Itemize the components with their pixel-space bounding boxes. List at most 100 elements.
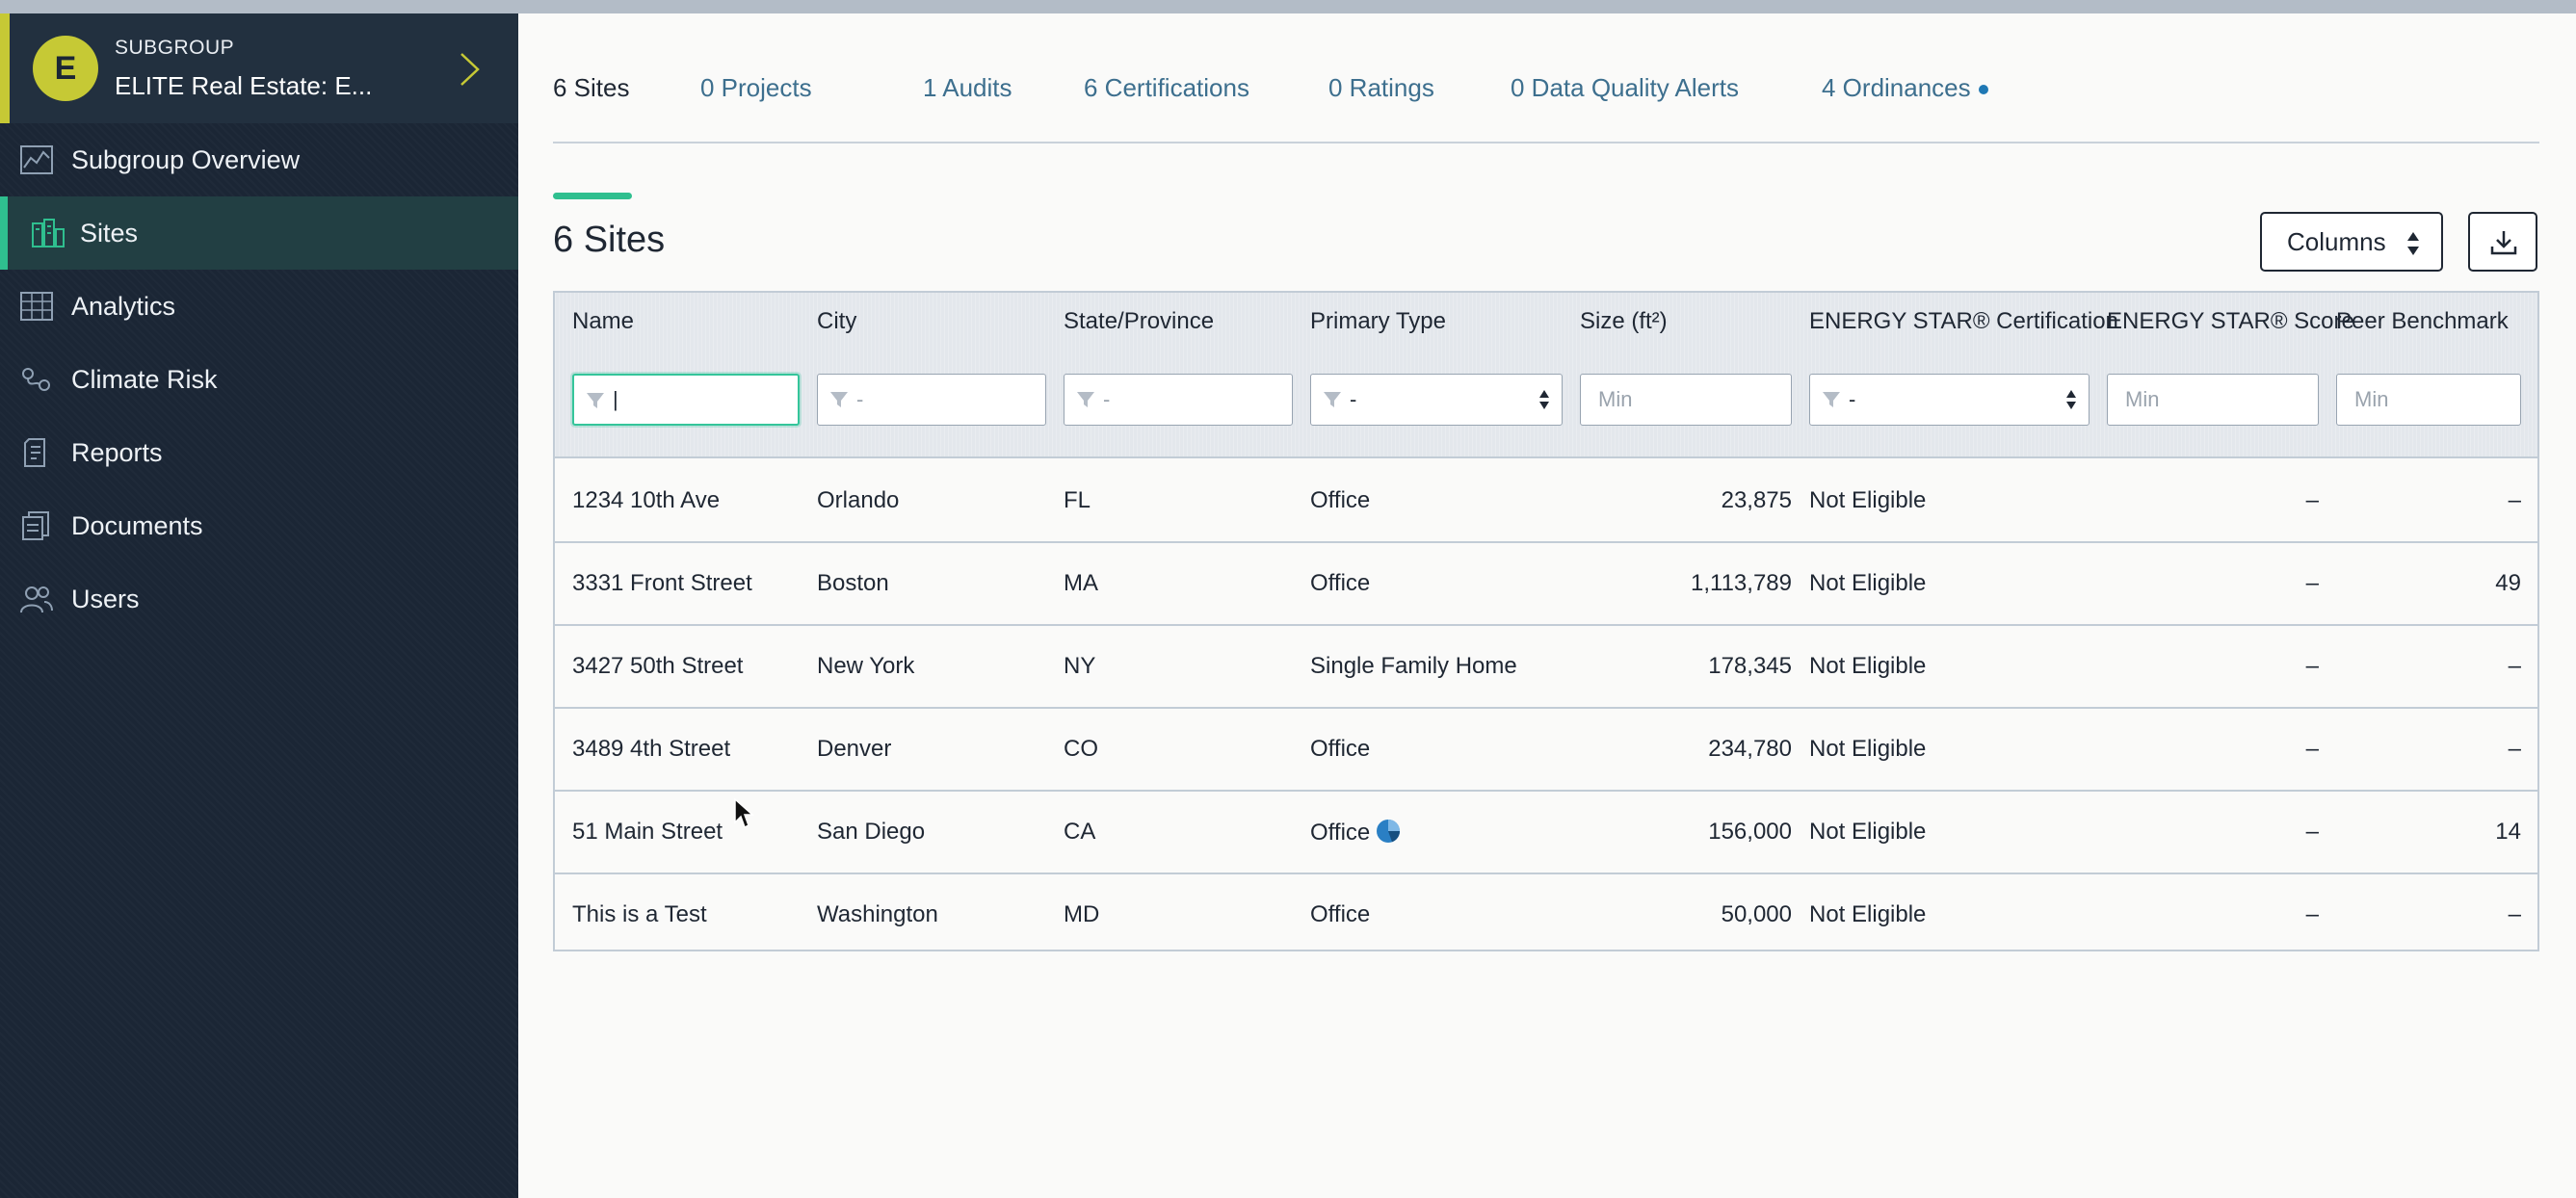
cell-score: – bbox=[2305, 819, 2319, 845]
tab-label: 0 Data Quality Alerts bbox=[1511, 73, 1739, 102]
site-name-link[interactable]: 3489 4th Street bbox=[572, 736, 731, 762]
filter-value: | bbox=[613, 387, 618, 411]
tab-label: 4 Ordinances bbox=[1822, 73, 1971, 102]
cell-score: – bbox=[2305, 570, 2319, 596]
cell-primary-type: Office bbox=[1310, 487, 1371, 513]
subgroup-kicker: SUBGROUP bbox=[115, 37, 235, 59]
cell-benchmark: 14 bbox=[2495, 819, 2521, 845]
columns-button[interactable]: Columns bbox=[2260, 212, 2443, 272]
site-name-link[interactable]: 51 Main Street bbox=[572, 819, 723, 845]
cell-size: 234,780 bbox=[1708, 736, 1792, 762]
sidebar-item-documents[interactable]: Documents bbox=[0, 489, 518, 562]
tab-audits[interactable]: 1 Audits bbox=[923, 73, 1012, 103]
score-min-input[interactable]: Min bbox=[2107, 374, 2319, 426]
cell-size: 156,000 bbox=[1708, 819, 1792, 845]
column-header-size[interactable]: Size (ft²) bbox=[1580, 308, 1668, 334]
table-row[interactable]: 51 Main Street San Diego CA Office 156,0… bbox=[555, 790, 2537, 874]
mixed-use-pie-icon[interactable] bbox=[1376, 819, 1401, 844]
primary-type-filter-select[interactable]: - bbox=[1310, 374, 1563, 426]
sidebar-item-users[interactable]: Users bbox=[0, 562, 518, 636]
sidebar-item-analytics[interactable]: Analytics bbox=[0, 270, 518, 343]
subgroup-header[interactable]: E SUBGROUP ELITE Real Estate: E... bbox=[0, 13, 518, 123]
site-name-link[interactable]: This is a Test bbox=[572, 901, 707, 927]
subgroup-accent-bar bbox=[0, 13, 10, 123]
tab-certifications[interactable]: 6 Certifications bbox=[1084, 73, 1249, 103]
cell-city: New York bbox=[817, 653, 915, 679]
cell-size: 178,345 bbox=[1708, 653, 1792, 679]
site-name-link[interactable]: 1234 10th Ave bbox=[572, 487, 721, 513]
state-filter-input[interactable]: - bbox=[1064, 374, 1293, 426]
cell-state: CA bbox=[1064, 819, 1096, 845]
sidebar-item-climate-risk[interactable]: Climate Risk bbox=[0, 343, 518, 416]
sort-updown-icon bbox=[2407, 232, 2419, 255]
column-header-state[interactable]: State/Province bbox=[1064, 308, 1215, 334]
cell-city: Boston bbox=[817, 570, 889, 596]
sidebar-item-label: Sites bbox=[80, 218, 139, 247]
documents-icon bbox=[22, 511, 49, 540]
chevron-right-icon[interactable] bbox=[455, 50, 484, 89]
tab-sites[interactable]: 6 Sites bbox=[553, 73, 632, 199]
report-icon bbox=[24, 438, 45, 467]
table-row[interactable]: 3489 4th Street Denver CO Office 234,780… bbox=[555, 707, 2537, 792]
cell-state: NY bbox=[1064, 653, 1096, 679]
users-icon bbox=[20, 586, 53, 613]
top-bar bbox=[0, 0, 2576, 13]
table-row[interactable]: 3331 Front Street Boston MA Office 1,113… bbox=[555, 541, 2537, 626]
tab-projects[interactable]: 0 Projects bbox=[700, 73, 812, 103]
cell-benchmark: – bbox=[2508, 901, 2521, 927]
cell-certification: Not Eligible bbox=[1809, 653, 1927, 679]
size-min-input[interactable]: Min bbox=[1580, 374, 1792, 426]
tab-ordinances[interactable]: 4 Ordinances bbox=[1822, 73, 1988, 103]
tab-bar: 6 Sites 0 Projects 1 Audits 6 Certificat… bbox=[553, 13, 2539, 199]
buildings-icon bbox=[32, 219, 65, 247]
cell-primary-type: Office bbox=[1310, 819, 1401, 846]
cell-certification: Not Eligible bbox=[1809, 487, 1927, 513]
table-row[interactable]: This is a Test Washington MD Office 50,0… bbox=[555, 872, 2537, 955]
page-title: 6 Sites bbox=[553, 220, 666, 260]
sidebar-item-label: Documents bbox=[71, 510, 203, 540]
filter-funnel-icon bbox=[1077, 392, 1094, 407]
benchmark-min-input[interactable]: Min bbox=[2336, 374, 2521, 426]
climate-risk-icon bbox=[22, 368, 50, 391]
column-header-name[interactable]: Name bbox=[572, 308, 635, 334]
tab-label: 0 Projects bbox=[700, 73, 812, 102]
sidebar-item-sites[interactable]: Sites bbox=[0, 196, 518, 270]
column-header-peer-benchmark[interactable]: Peer Benchmark bbox=[2336, 308, 2509, 334]
cell-benchmark: – bbox=[2508, 487, 2521, 513]
cell-primary-type: Office bbox=[1310, 901, 1371, 927]
sidebar: E SUBGROUP ELITE Real Estate: E... Subgr… bbox=[0, 13, 518, 1198]
column-header-city[interactable]: City bbox=[817, 308, 857, 334]
site-name-link[interactable]: 3427 50th Street bbox=[572, 653, 744, 679]
filter-value: - bbox=[856, 387, 864, 411]
city-filter-input[interactable]: - bbox=[817, 374, 1046, 426]
column-header-primary-type[interactable]: Primary Type bbox=[1310, 308, 1446, 334]
column-header-energy-star-certification[interactable]: ENERGY STAR® Certification bbox=[1809, 308, 2118, 334]
select-updown-icon bbox=[1539, 390, 1549, 409]
site-name-link[interactable]: 3331 Front Street bbox=[572, 570, 752, 596]
name-filter-input[interactable]: | bbox=[572, 374, 800, 426]
sidebar-item-label: Users bbox=[71, 584, 140, 613]
cell-city: Orlando bbox=[817, 487, 900, 513]
table-row[interactable]: 3427 50th Street New York NY Single Fami… bbox=[555, 624, 2537, 709]
tab-data-quality-alerts[interactable]: 0 Data Quality Alerts bbox=[1511, 73, 1739, 103]
tab-label: 1 Audits bbox=[923, 73, 1012, 102]
tab-ratings[interactable]: 0 Ratings bbox=[1328, 73, 1434, 103]
certification-filter-select[interactable]: - bbox=[1809, 374, 2090, 426]
cell-primary-type: Single Family Home bbox=[1310, 653, 1517, 679]
sidebar-item-label: Climate Risk bbox=[71, 364, 218, 394]
sidebar-item-reports[interactable]: Reports bbox=[0, 416, 518, 489]
filter-placeholder: Min bbox=[2125, 387, 2160, 411]
download-button[interactable] bbox=[2468, 212, 2537, 272]
sidebar-item-subgroup-overview[interactable]: Subgroup Overview bbox=[0, 123, 518, 196]
download-icon bbox=[2490, 231, 2517, 255]
cell-primary-type: Office bbox=[1310, 736, 1371, 762]
table-row[interactable]: 1234 10th Ave Orlando FL Office 23,875 N… bbox=[555, 458, 2537, 543]
cell-certification: Not Eligible bbox=[1809, 736, 1927, 762]
filter-funnel-icon bbox=[830, 392, 848, 407]
filter-value: - bbox=[1849, 387, 1856, 411]
column-header-energy-star-score[interactable]: ENERGY STAR® Score bbox=[2107, 308, 2354, 334]
table-header: Name City State/Province Primary Type Si… bbox=[555, 293, 2537, 458]
cell-size: 50,000 bbox=[1721, 901, 1792, 927]
filter-value: - bbox=[1103, 387, 1111, 411]
main-content: 6 Sites 0 Projects 1 Audits 6 Certificat… bbox=[518, 13, 2576, 1198]
